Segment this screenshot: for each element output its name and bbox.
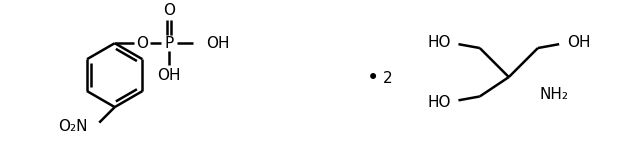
Text: OH: OH (205, 36, 229, 51)
Text: O₂N: O₂N (58, 119, 88, 134)
Text: •: • (367, 68, 380, 88)
Text: HO: HO (428, 95, 451, 110)
Text: O: O (136, 36, 148, 51)
Text: HO: HO (428, 35, 451, 50)
Text: O: O (163, 3, 175, 18)
Text: NH₂: NH₂ (540, 87, 569, 102)
Text: P: P (164, 36, 173, 51)
Text: 2: 2 (383, 71, 392, 86)
Text: OH: OH (567, 35, 591, 50)
Text: OH: OH (157, 68, 180, 83)
